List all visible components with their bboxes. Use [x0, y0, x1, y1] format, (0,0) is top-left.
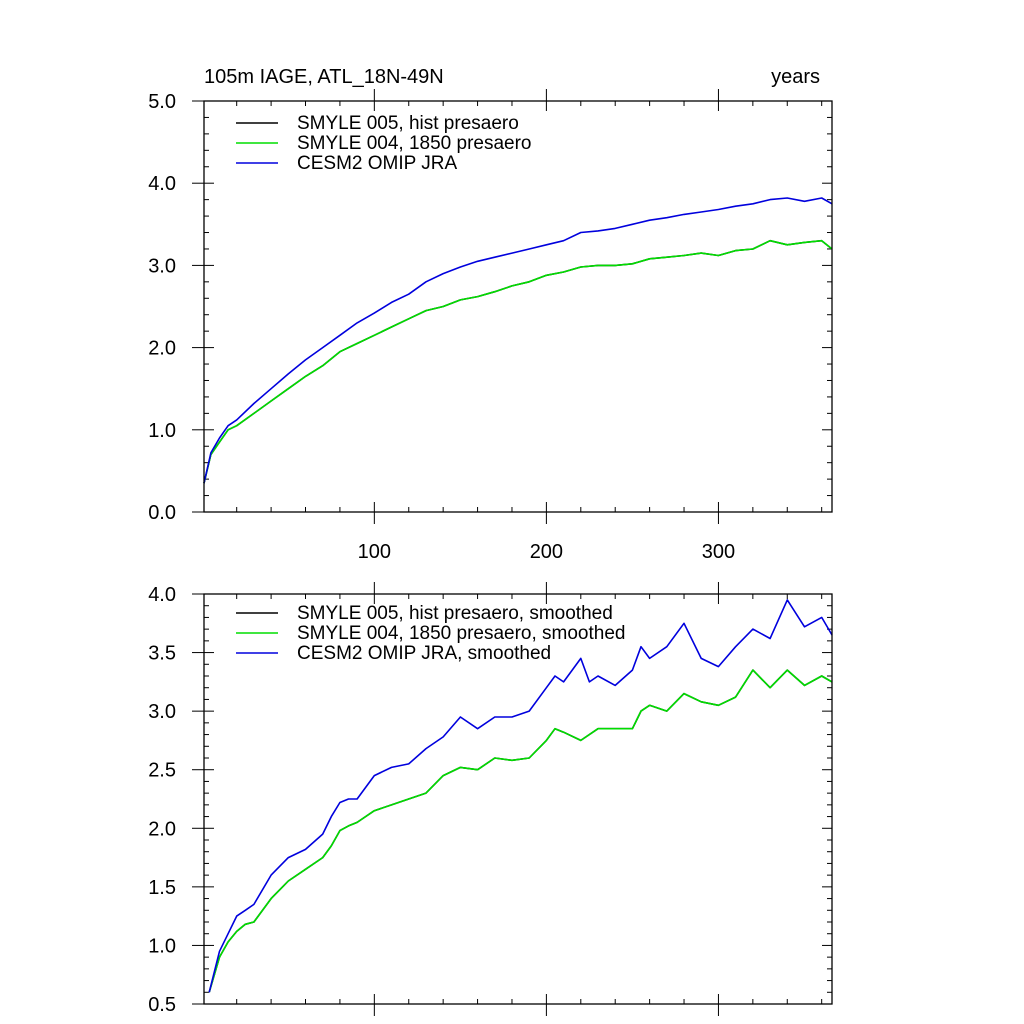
x-tick-label: 300: [702, 541, 735, 563]
top-panel-series: [203, 197, 833, 484]
y-tick-label: 1.5: [148, 877, 176, 899]
legend-label: SMYLE 004, 1850 presaero: [297, 133, 532, 154]
y-tick-label: 1.0: [148, 420, 176, 442]
legend-label: SMYLE 004, 1850 presaero, smoothed: [297, 623, 625, 644]
top-panel-ticks: 0.0 1.0 2.0 3.0 4.0 5.0 100 200 300: [148, 89, 832, 563]
y-tick-label: 3.0: [148, 701, 176, 723]
series-line-2: [208, 669, 833, 993]
bottom-panel: 0.5 1.0 1.5 2.0 2.5 3.0 3.5 4.0 SMYLE 005, hist…: [148, 582, 833, 1016]
y-tick-label: 2.0: [148, 818, 176, 840]
legend-label: CESM2 OMIP JRA, smoothed: [297, 643, 551, 664]
top-panel: 105m IAGE, ATL_18N-49N years 0.0 1.0 2.0 3.…: [148, 66, 833, 563]
y-tick-label: 3.0: [148, 255, 176, 277]
y-tick-label: 2.5: [148, 760, 176, 782]
legend-label: CESM2 OMIP JRA: [297, 153, 457, 174]
y-tick-label: 1.0: [148, 935, 176, 957]
series-line-3: [208, 599, 833, 993]
bottom-panel-series: [208, 599, 833, 993]
series-line-3: [203, 197, 833, 484]
panel-title-left: 105m IAGE, ATL_18N-49N: [204, 66, 444, 88]
panel-title-right: years: [771, 66, 820, 88]
top-panel-frame: [203, 100, 833, 513]
y-tick-label: 4.0: [148, 584, 176, 606]
y-tick-label: 2.0: [148, 338, 176, 360]
y-tick-label: 0.5: [148, 994, 176, 1016]
series-line-2: [203, 239, 833, 484]
y-tick-label: 3.5: [148, 643, 176, 665]
bottom-panel-ticks: 0.5 1.0 1.5 2.0 2.5 3.0 3.5 4.0: [148, 582, 832, 1016]
legend-label: SMYLE 005, hist presaero: [297, 113, 519, 134]
y-tick-label: 5.0: [148, 91, 176, 113]
x-tick-label: 200: [530, 541, 563, 563]
series-line-1: [208, 669, 833, 993]
bottom-panel-legend: SMYLE 005, hist presaero, smoothedSMYLE …: [236, 603, 625, 664]
series-line-1: [203, 239, 833, 484]
y-tick-label: 4.0: [148, 173, 176, 195]
legend-label: SMYLE 005, hist presaero, smoothed: [297, 603, 613, 624]
x-tick-label: 100: [358, 541, 391, 563]
y-tick-label: 0.0: [148, 502, 176, 524]
bottom-panel-frame: [203, 593, 833, 1005]
